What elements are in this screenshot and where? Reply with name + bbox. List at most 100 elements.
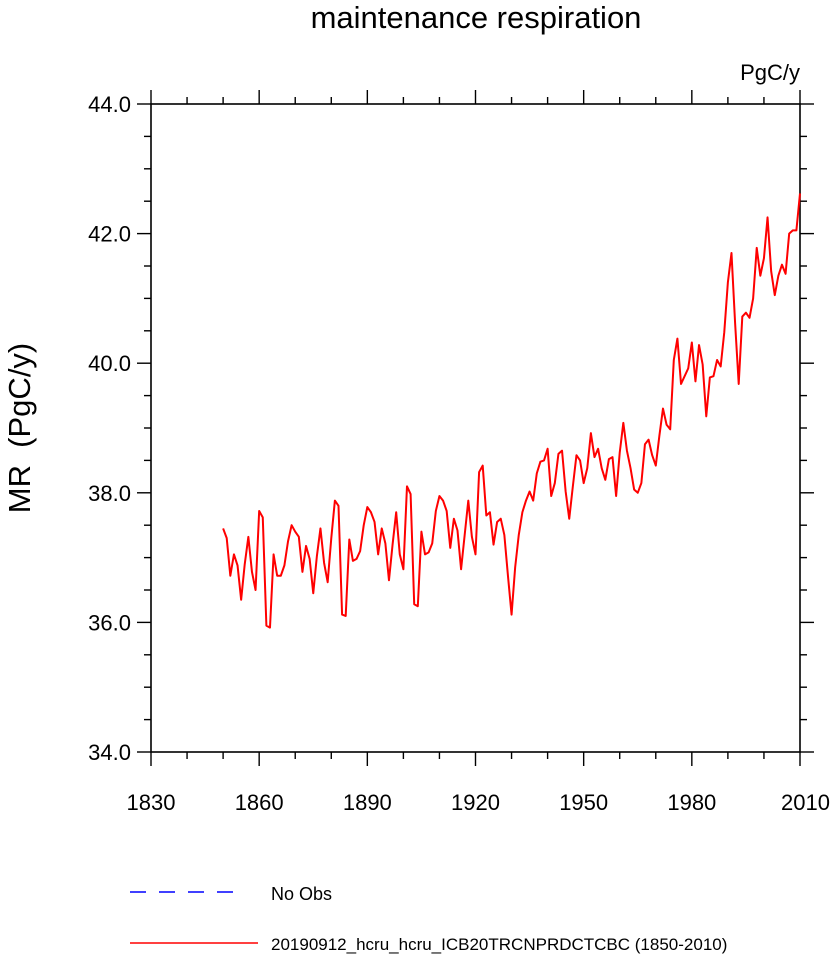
data-point (294, 531, 296, 533)
data-point (489, 511, 491, 513)
y-tick-label: 42.0 (88, 222, 131, 247)
data-point (320, 528, 322, 530)
data-point (579, 460, 581, 462)
series-line (222, 193, 801, 629)
data-point (230, 575, 232, 577)
x-tick-label: 1860 (235, 790, 284, 815)
data-point (345, 615, 347, 617)
data-point (464, 534, 466, 536)
data-point (525, 500, 527, 502)
data-point (666, 424, 668, 426)
data-point (572, 486, 574, 488)
data-point (705, 416, 707, 418)
data-point (662, 408, 664, 410)
data-point (486, 515, 488, 517)
x-tick-label: 2010 (781, 790, 830, 815)
data-point (608, 458, 610, 460)
data-point (388, 579, 390, 581)
data-point (543, 460, 545, 462)
data-point (796, 230, 798, 232)
x-axis: 1830 1860 1890 1920 1950 1980 2010 (127, 90, 830, 815)
data-point (377, 554, 379, 556)
data-point (770, 270, 772, 272)
data-point (496, 521, 498, 523)
data-point (460, 568, 462, 570)
data-point (698, 344, 700, 346)
data-point (475, 554, 477, 556)
data-point (421, 531, 423, 533)
data-point (561, 450, 563, 452)
data-point (568, 518, 570, 520)
data-point (774, 294, 776, 296)
data-point (449, 547, 451, 549)
data-point (648, 439, 650, 441)
data-point (467, 500, 469, 502)
data-point (248, 536, 250, 538)
data-point (262, 517, 264, 519)
data-point (511, 614, 513, 616)
x-tick-label: 1890 (343, 790, 392, 815)
data-point (558, 453, 560, 455)
data-point (586, 467, 588, 469)
data-point (633, 489, 635, 491)
data-point (276, 575, 278, 577)
data-point (709, 377, 711, 379)
data-point (752, 298, 754, 300)
data-point (403, 568, 405, 570)
data-point (370, 511, 372, 513)
data-point (251, 571, 253, 573)
data-point (349, 539, 351, 541)
data-point (630, 467, 632, 469)
x-tick-label: 1920 (451, 790, 500, 815)
data-point (482, 465, 484, 467)
y-axis: 34.0 36.0 38.0 40.0 42.0 44.0 (88, 92, 814, 765)
data-point (723, 331, 725, 333)
data-point (731, 252, 733, 254)
data-point (417, 605, 419, 607)
data-point (788, 233, 790, 235)
data-point (785, 273, 787, 275)
data-point (799, 193, 801, 195)
legend-label-model: 20190912_hcru_hcru_ICB20TRCNPRDCTCBC (18… (271, 935, 727, 954)
data-point (395, 511, 397, 513)
data-point (514, 567, 516, 569)
data-point (669, 428, 671, 430)
data-point (760, 275, 762, 277)
data-point (233, 554, 235, 556)
legend: No Obs 20190912_hcru_hcru_ICB20TRCNPRDCT… (130, 884, 727, 954)
data-point (554, 482, 556, 484)
data-point (258, 510, 260, 512)
data-point (323, 562, 325, 564)
data-point (305, 545, 307, 547)
data-point (626, 450, 628, 452)
data-point (431, 543, 433, 545)
data-point (316, 556, 318, 558)
data-point (734, 322, 736, 324)
data-point (601, 467, 603, 469)
data-point (536, 473, 538, 475)
data-point (547, 448, 549, 450)
data-point (720, 366, 722, 368)
data-point (687, 368, 689, 370)
data-point (240, 599, 242, 601)
data-point (742, 316, 744, 318)
data-point (266, 625, 268, 627)
data-point (713, 375, 715, 377)
data-point (637, 492, 639, 494)
data-point (442, 500, 444, 502)
data-point (651, 454, 653, 456)
data-point (615, 495, 617, 497)
data-point (763, 257, 765, 259)
data-point (702, 364, 704, 366)
x-tick-label: 1980 (667, 790, 716, 815)
data-point (284, 565, 286, 567)
data-point (226, 537, 228, 539)
data-point (446, 510, 448, 512)
data-point (518, 534, 520, 536)
data-point (684, 375, 686, 377)
data-point (312, 592, 314, 594)
data-point (385, 543, 387, 545)
data-point (244, 563, 246, 565)
data-point (359, 550, 361, 552)
data-point (478, 471, 480, 473)
